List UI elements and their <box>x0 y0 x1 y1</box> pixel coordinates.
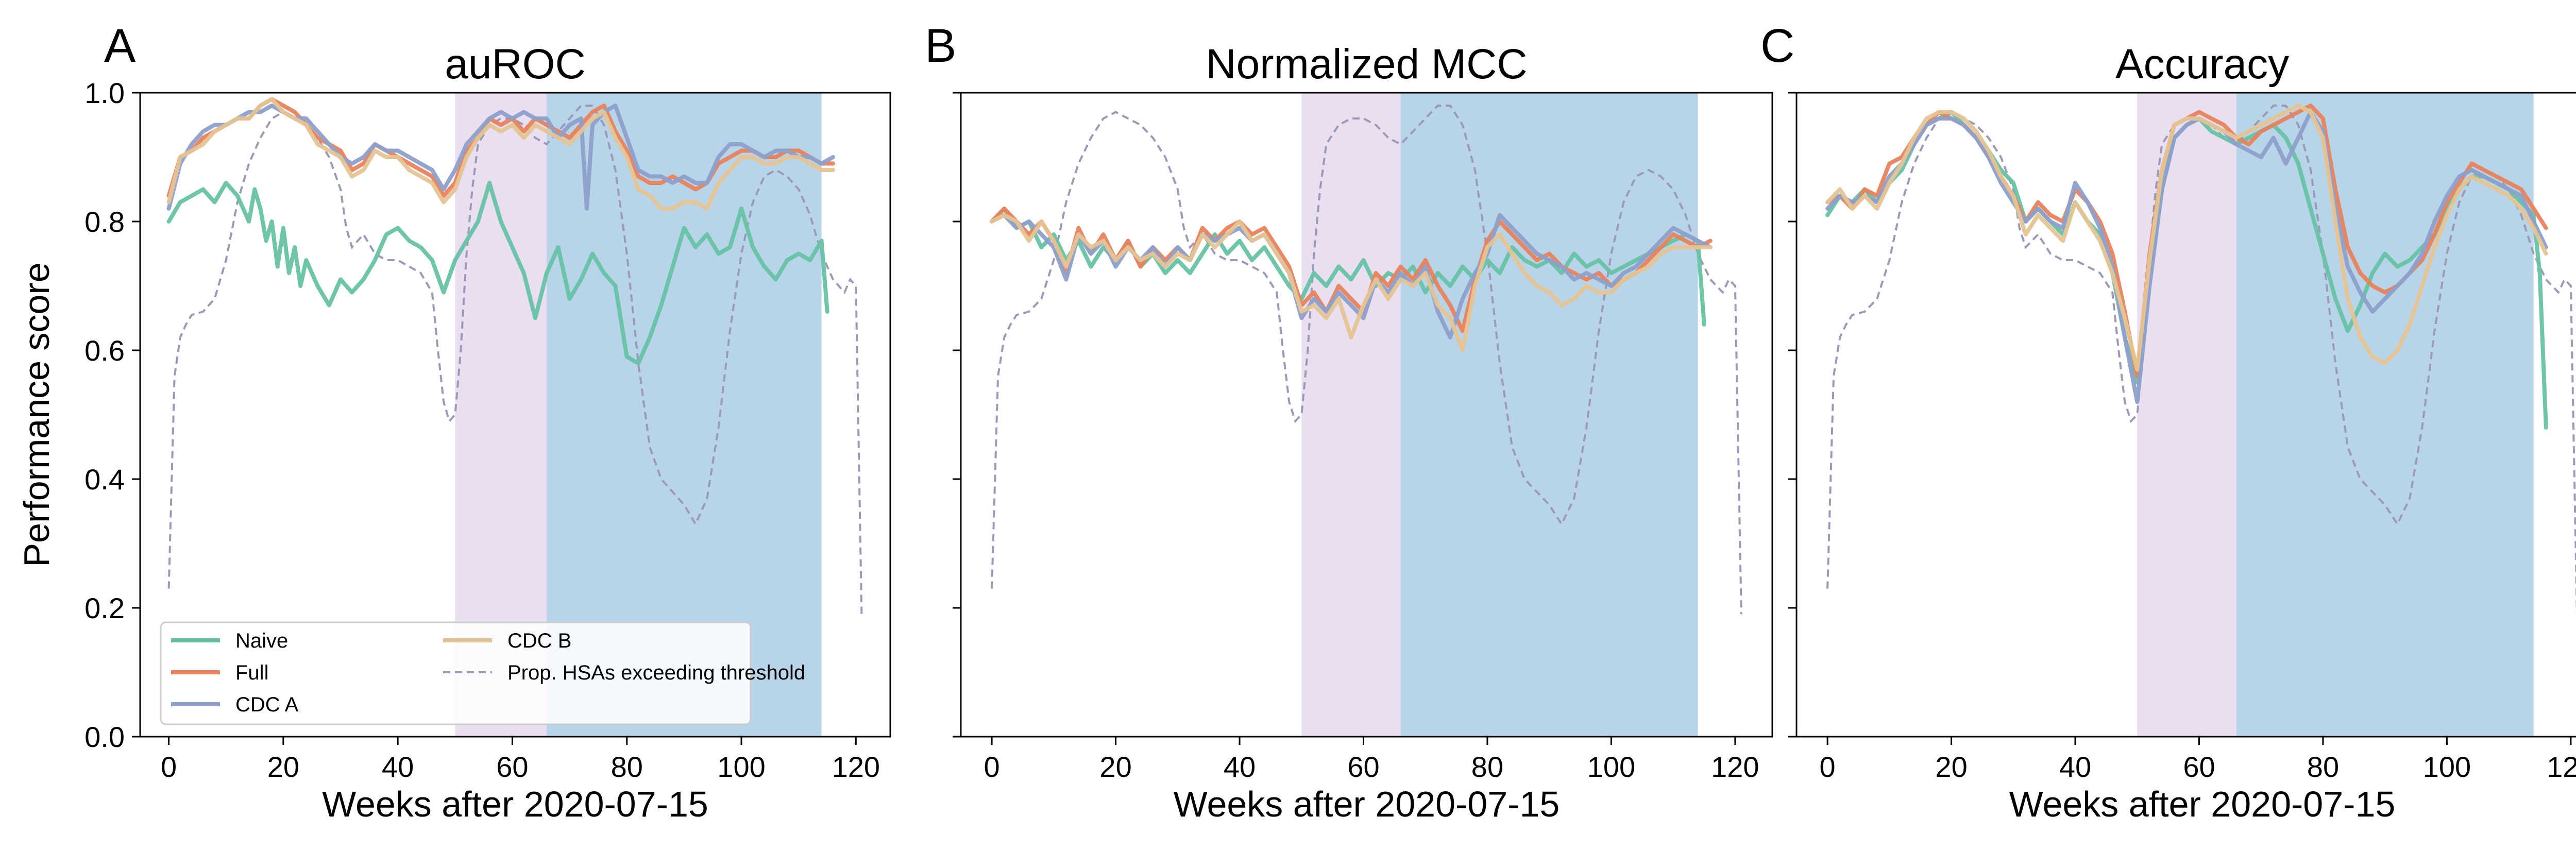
x-tick-label: 80 <box>1471 751 1503 783</box>
x-tick-label: 100 <box>717 751 765 783</box>
x-tick-label: 0 <box>1820 751 1836 783</box>
x-tick-label: 0 <box>984 751 1000 783</box>
panel-a: 0 20 40 60 80 100 120 0.0 0.2 0.4 0.6 0.8 1.0 A auRO… <box>16 20 891 824</box>
series-line-cdc-b <box>990 213 1713 352</box>
y-tick-label: 1.0 <box>84 77 125 109</box>
series-line-naive <box>166 181 829 365</box>
panel-c: 0 20 40 60 80 100 120 C Accuracy Weeks after 2… <box>1760 20 2576 824</box>
plot-frame <box>139 92 891 738</box>
x-axis-label: Weeks after 2020-07-15 <box>1174 784 1560 824</box>
x-tick-label: 60 <box>496 751 528 783</box>
series-line-cdc-b <box>166 97 835 211</box>
x-tick-label: 120 <box>2547 751 2576 783</box>
x-tick-label: 20 <box>1935 751 1967 783</box>
shaded-region-2 <box>2236 93 2534 737</box>
shaded-region-2 <box>1400 93 1698 737</box>
panel-letter: A <box>104 20 136 72</box>
legend-label-cdc-a: CDC A <box>235 693 299 716</box>
legend-label-full: Full <box>235 661 268 684</box>
legend-label-prop-hsas-exceeding-threshold: Prop. HSAs exceeding threshold <box>507 661 805 684</box>
series-line-cdc-a <box>990 213 1713 339</box>
series-line-cdc-b <box>1825 104 2548 372</box>
panel-b: 0 20 40 60 80 100 120 B Normalized MCC Weeks a… <box>925 20 1773 824</box>
legend-label-cdc-b: CDC B <box>507 630 571 652</box>
panel-letter: C <box>1760 20 1794 72</box>
x-tick-label: 40 <box>2059 751 2091 783</box>
series-line-prop-hsas-exceeding-threshold <box>1826 105 2576 615</box>
shaded-region-1 <box>2137 93 2236 737</box>
x-axis-label: Weeks after 2020-07-15 <box>322 784 708 824</box>
y-tick-label: 0.6 <box>84 334 125 367</box>
x-tick-label: 0 <box>161 751 177 783</box>
x-tick-label: 120 <box>1711 751 1759 783</box>
plot-frame <box>960 92 1773 738</box>
x-tick-label: 100 <box>1587 751 1635 783</box>
x-tick-label: 80 <box>611 751 643 783</box>
shaded-region-1 <box>1301 93 1401 737</box>
x-tick-label: 60 <box>2183 751 2215 783</box>
x-tick-label: 40 <box>382 751 414 783</box>
y-tick-label: 0.0 <box>84 721 125 753</box>
y-tick-label: 0.8 <box>84 206 125 238</box>
x-tick-label: 40 <box>1224 751 1256 783</box>
x-tick-label: 60 <box>1347 751 1379 783</box>
legend: Naive Full CDC A CDC B Prop. HSAs exceeding … <box>160 621 805 725</box>
x-tick-label: 20 <box>267 751 299 783</box>
y-axis-label: Performance score <box>16 262 57 567</box>
x-axis-label: Weeks after 2020-07-15 <box>2009 784 2396 824</box>
panel-title: Accuracy <box>2115 41 2289 88</box>
series-line-cdc-a <box>1825 110 2548 404</box>
x-tick-label: 120 <box>832 751 880 783</box>
y-tick-label: 0.2 <box>84 592 125 624</box>
panel-letter: B <box>925 20 956 72</box>
panel-title: auROC <box>445 41 585 88</box>
x-tick-label: 100 <box>2423 751 2471 783</box>
panel-title: Normalized MCC <box>1206 41 1527 88</box>
x-tick-label: 20 <box>1099 751 1131 783</box>
series-line-full <box>166 97 835 198</box>
y-tick-label: 0.4 <box>84 463 125 496</box>
x-tick-label: 80 <box>2307 751 2339 783</box>
legend-label-naive: Naive <box>235 630 288 652</box>
plot-frame <box>1795 92 2576 738</box>
series-line-prop-hsas-exceeding-threshold <box>991 105 1742 615</box>
